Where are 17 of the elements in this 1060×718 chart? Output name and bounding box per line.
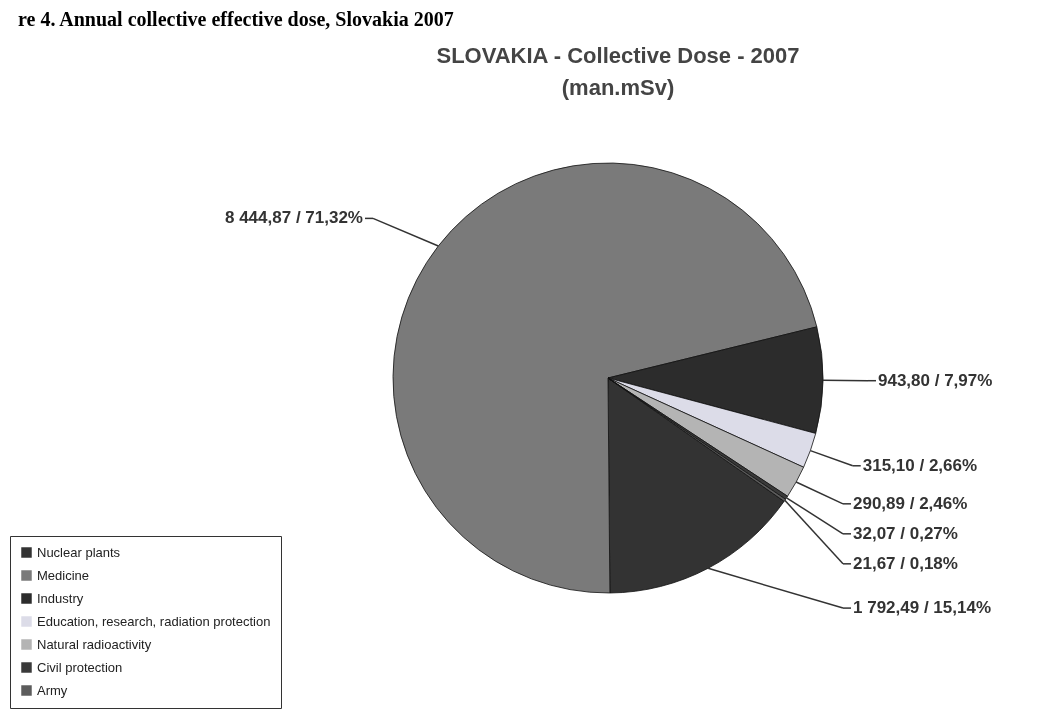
data-label: 315,10 / 2,66% xyxy=(862,455,978,475)
data-label: 943,80 / 7,97% xyxy=(877,370,993,390)
data-label: 8 444,87 / 71,32% xyxy=(224,208,363,228)
data-label: 290,89 / 2,46% xyxy=(853,493,968,513)
legend-label: Industry xyxy=(37,590,84,606)
data-label: 32,07 / 0,27% xyxy=(853,523,958,543)
data-label: 1 792,49 / 15,14% xyxy=(853,598,992,618)
chart-subtitle: (man.mSv) xyxy=(561,75,675,100)
chart-title: SLOVAKIA - Collective Dose - 2007 xyxy=(436,43,800,68)
legend-label: Army xyxy=(37,682,68,698)
legend-label: Medicine xyxy=(37,567,90,583)
text: re 4. Annual collective effective dose, Slovakia 2007 xyxy=(18,8,454,30)
legend-label: Education, research, radiation protection xyxy=(37,613,271,629)
legend-label: Civil protection xyxy=(37,659,123,675)
legend-label: Natural radioactivity xyxy=(37,636,152,652)
data-label: 21,67 / 0,18% xyxy=(853,553,958,573)
legend-label: Nuclear plants xyxy=(37,544,121,560)
